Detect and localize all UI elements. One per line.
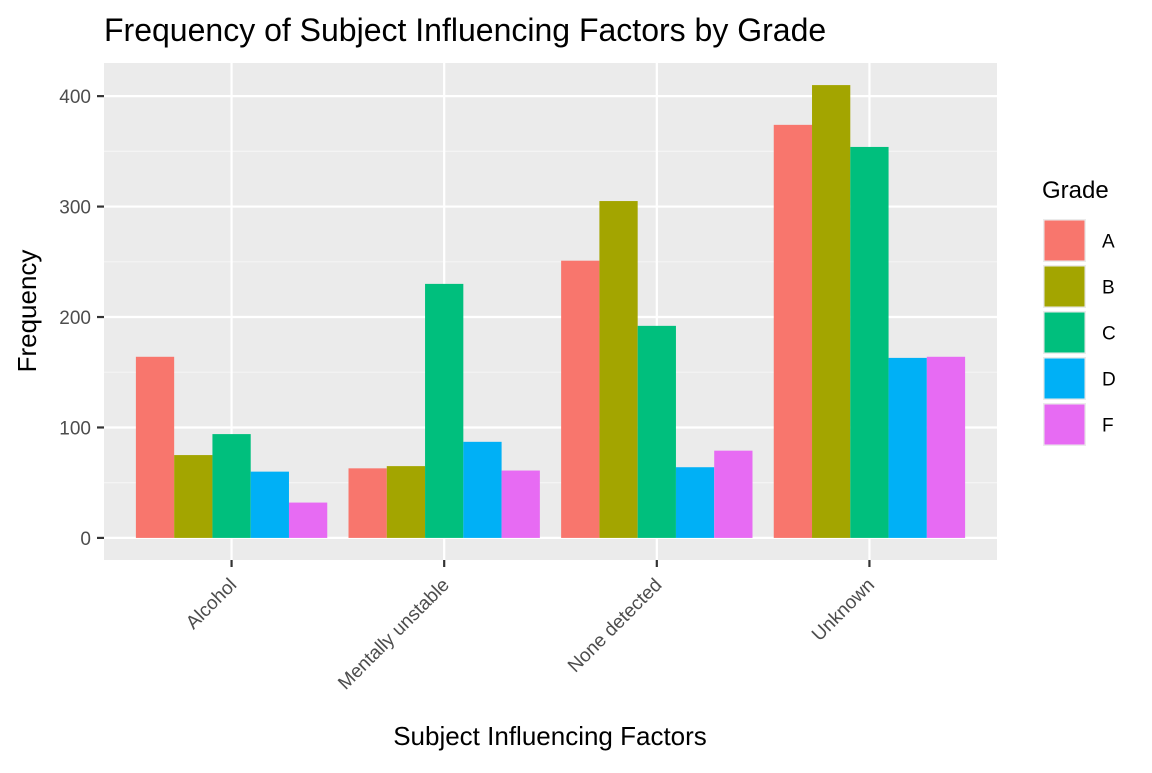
bar-mentally-unstable-c (425, 283, 464, 538)
bar-mentally-unstable-a (348, 468, 387, 538)
bar-mentally-unstable-d (463, 441, 502, 538)
bar-unknown-b (812, 85, 851, 538)
y-axis-title: Frequency (12, 250, 42, 373)
legend-swatch-f (1044, 404, 1085, 445)
x-axis-title: Subject Influencing Factors (393, 721, 707, 751)
legend-label-d: D (1102, 370, 1116, 391)
legend-label-a: A (1102, 232, 1115, 253)
bar-unknown-d (888, 357, 927, 538)
x-tick-label: Unknown (808, 575, 879, 646)
y-axis: 0 100 200 300 400 (59, 87, 104, 550)
y-tick-label: 0 (80, 529, 91, 550)
bar-none-detected-c (637, 325, 676, 538)
y-tick-label: 100 (59, 418, 91, 439)
bar-none-detected-b (599, 201, 638, 538)
legend-swatch-a (1044, 220, 1085, 261)
bar-alcohol-f (288, 502, 328, 538)
y-tick-label: 400 (59, 87, 91, 108)
chart-title: Frequency of Subject Influencing Factors… (104, 12, 826, 48)
bar-none-detected-f (714, 450, 753, 538)
legend-title: Grade (1042, 177, 1109, 204)
legend-label-b: B (1102, 278, 1115, 299)
bar-unknown-f (926, 356, 966, 538)
bar-alcohol-b (174, 455, 213, 538)
legend-swatch-b (1044, 266, 1085, 307)
bars (135, 85, 966, 538)
legend-swatch-d (1044, 358, 1085, 399)
bar-alcohol-a (135, 356, 175, 538)
x-tick-label: None detected (564, 575, 666, 677)
bar-alcohol-d (250, 471, 289, 538)
bar-alcohol-c (212, 434, 251, 538)
legend-label-c: C (1102, 324, 1116, 345)
bar-mentally-unstable-b (386, 466, 426, 538)
legend: Grade A B C D F (1042, 177, 1116, 446)
bar-unknown-c (850, 146, 889, 538)
x-tick-label: Mentally unstable (334, 575, 453, 694)
bar-mentally-unstable-f (501, 470, 540, 538)
x-axis: Alcohol Mentally unstable None detected Unk… (182, 560, 879, 694)
bar-unknown-a (773, 124, 813, 538)
x-tick-label: Alcohol (182, 575, 241, 634)
legend-label-f: F (1102, 416, 1114, 437)
legend-swatch-c (1044, 312, 1085, 353)
bar-none-detected-d (675, 467, 715, 538)
bar-none-detected-a (561, 260, 600, 538)
y-tick-label: 200 (59, 308, 91, 329)
y-tick-label: 300 (59, 198, 91, 219)
